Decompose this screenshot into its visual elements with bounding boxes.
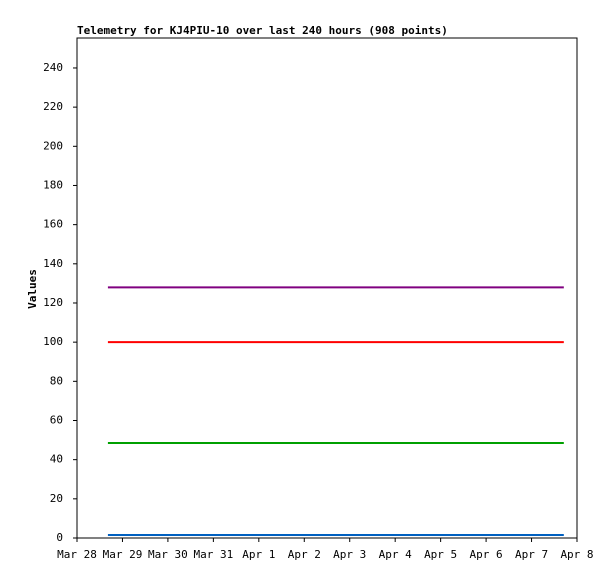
y-tick-label: 0 [56,531,63,544]
x-tick-label: Apr 5 [424,548,457,561]
x-tick-label: Mar 28 [57,548,97,561]
y-tick-label: 40 [50,453,63,466]
x-tick-label: Apr 7 [515,548,548,561]
chart-title: Telemetry for KJ4PIU-10 over last 240 ho… [77,24,448,37]
y-tick-label: 160 [43,218,63,231]
x-tick-label: Apr 3 [333,548,366,561]
x-tick-label: Mar 30 [148,548,188,561]
x-tick-label: Mar 29 [103,548,143,561]
y-tick-label: 60 [50,413,63,426]
y-tick-label: 240 [43,61,63,74]
y-tick-label: 140 [43,257,63,270]
y-tick-label: 120 [43,296,63,309]
x-tick-label: Apr 8 [560,548,593,561]
x-tick-label: Apr 2 [288,548,321,561]
y-tick-label: 100 [43,335,63,348]
y-tick-label: 200 [43,139,63,152]
x-tick-label: Mar 31 [193,548,233,561]
y-tick-label: 20 [50,492,63,505]
y-tick-label: 220 [43,100,63,113]
plot-frame [76,37,578,539]
x-tick-label: Apr 6 [470,548,503,561]
y-tick-label: 180 [43,178,63,191]
x-tick-label: Apr 1 [242,548,275,561]
y-tick-label: 80 [50,374,63,387]
x-tick-label: Apr 4 [379,548,412,561]
y-axis-label: Values [26,269,39,309]
